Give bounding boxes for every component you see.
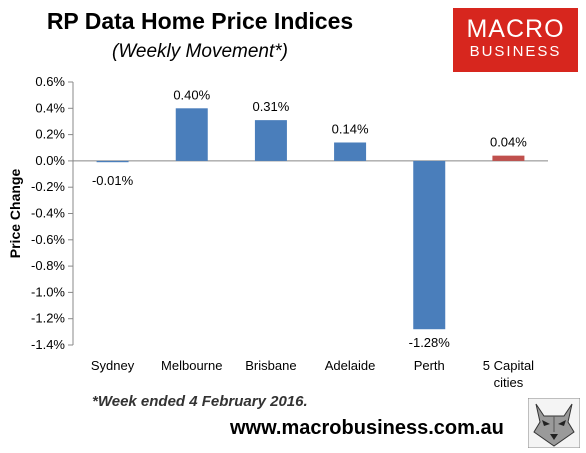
category-label: Perth (414, 358, 445, 373)
chart-title: RP Data Home Price Indices (46, 8, 354, 34)
y-tick-label: -0.6% (31, 232, 65, 247)
y-tick-label: -1.4% (31, 337, 65, 352)
category-label: Melbourne (161, 358, 222, 373)
y-tick-label: 0.4% (35, 100, 65, 115)
macrobusiness-logo: MACRO BUSINESS (453, 8, 578, 72)
y-tick-label: 0.0% (35, 153, 65, 168)
y-tick-label: -0.8% (31, 258, 65, 273)
y-tick-label: -0.4% (31, 206, 65, 221)
bar-brisbane (254, 120, 287, 161)
data-label: -1.28% (409, 335, 451, 350)
y-tick-label: -1.0% (31, 284, 65, 299)
bar-adelaide (334, 142, 367, 161)
data-label: 0.04% (490, 135, 527, 150)
website-url: www.macrobusiness.com.au (230, 417, 504, 439)
y-tick-label: 0.2% (35, 127, 65, 142)
bar-sydney (96, 160, 129, 163)
data-label: 0.40% (173, 87, 210, 102)
category-label: Adelaide (325, 358, 376, 373)
data-label: 0.14% (332, 121, 369, 136)
chart-subtitle: (Weekly Movement*) (112, 41, 288, 62)
y-tick-label: -0.2% (31, 179, 65, 194)
wolf-head-icon (528, 398, 580, 448)
bar-perth (413, 160, 446, 330)
logo-line2: BUSINESS (469, 43, 562, 60)
y-tick-label: 0.6% (35, 74, 65, 89)
footnote: *Week ended 4 February 2016. (92, 393, 308, 410)
bar-5-capital-cities (492, 155, 525, 161)
category-label: 5 Capital cities (483, 358, 534, 390)
category-label: Brisbane (245, 358, 296, 373)
bar-melbourne (175, 108, 208, 161)
y-tick-label: -1.2% (31, 311, 65, 326)
data-label: -0.01% (92, 173, 134, 188)
y-axis-title: Price Change (7, 169, 23, 259)
category-label: Sydney (91, 358, 135, 373)
logo-line1: MACRO (466, 15, 565, 43)
data-label: 0.31% (252, 99, 289, 114)
